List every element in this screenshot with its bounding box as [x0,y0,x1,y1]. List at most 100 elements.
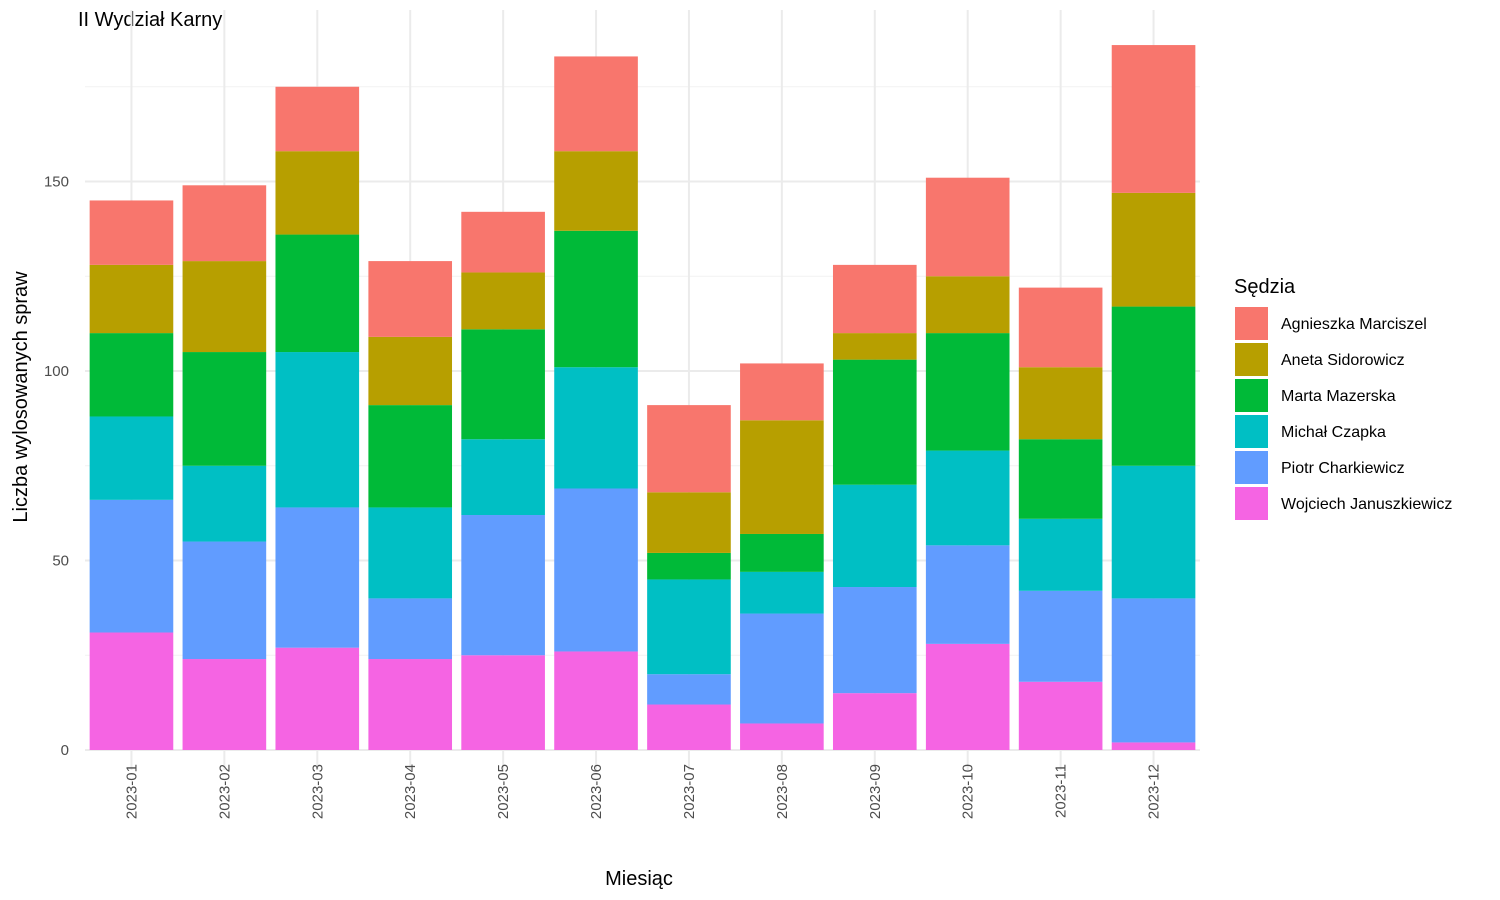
bar-segment [925,276,1010,334]
bar-segment [647,492,731,553]
bar-segment [1111,742,1196,750]
bar-segment [925,545,1010,644]
bar-segment [89,264,174,334]
bar-segment [554,488,638,652]
y-tick-label: 50 [52,553,69,570]
bar-segment [1111,598,1196,743]
legend-label: Aneta Sidorowicz [1281,352,1405,369]
bar-segment [832,359,917,485]
bar-segment [832,693,917,750]
bar-segment [1111,465,1196,599]
y-axis-ticks: 0 50 100 150 [44,174,69,760]
bar-segment [275,507,360,648]
legend-label: Marta Mazerska [1281,388,1396,405]
legend-swatch [1235,379,1268,412]
bar-segment [275,86,360,152]
x-tick-label: 2023-05 [495,764,512,819]
x-tick-label: 2023-08 [774,764,791,819]
bar-segment [461,515,545,656]
bar-segment [89,416,174,500]
bar-segment [89,200,174,265]
bar-segment [461,329,545,440]
y-tick-label: 100 [44,363,69,380]
bar-segment [182,659,267,750]
bar-segment [275,647,360,750]
bar-segment [1018,590,1103,682]
legend-label: Wojciech Januszkiewicz [1281,496,1452,513]
bar-segment [647,552,731,580]
bar-segment [925,333,1010,451]
bar-segment [1111,306,1196,466]
bar-segment [461,272,545,330]
bar-segment [1111,45,1196,193]
bar-segment [275,234,360,353]
bar-segment [554,367,638,489]
bar-segment [182,185,267,262]
bar-segment [1018,287,1103,368]
legend-label: Piotr Charkiewicz [1281,460,1405,477]
y-tick-label: 150 [44,174,69,191]
x-tick-label: 2023-03 [309,764,326,819]
bar-segment [554,151,638,231]
bar-segment [647,405,731,493]
bar-segment [461,655,545,750]
bar-segment [647,579,731,675]
bar-segment [182,261,267,353]
bar-segment [832,264,917,334]
y-axis-title: Liczba wylosowanych spraw [10,271,32,523]
bar-segment [275,352,360,508]
bar-segment [182,352,267,466]
legend-swatch [1235,415,1268,448]
x-tick-label: 2023-11 [1053,764,1070,818]
bar-segment [182,465,267,542]
x-axis-ticks: 2023-01 2023-02 2023-03 2023-04 2023-05 2023-… [123,764,1162,819]
x-tick-label: 2023-10 [960,764,977,819]
bar-segment [740,723,824,750]
bar-segment [368,336,453,406]
legend-swatch [1235,343,1268,376]
bar-segment [740,613,824,724]
bar-segment [368,261,453,337]
bar-segment [368,598,453,660]
y-tick-label: 0 [61,742,69,759]
x-tick-label: 2023-04 [402,764,419,819]
bar-segment [925,643,1010,750]
bar-segment [554,651,638,750]
legend: Sędzia Agnieszka Marciszel Aneta Sidorowi… [1234,276,1452,520]
bar-segment [740,571,824,614]
bar-segment [925,450,1010,546]
x-tick-label: 2023-09 [867,764,884,819]
bar-segment [89,499,174,633]
chart-title: II Wydział Karny [78,9,222,31]
bar-segment [554,56,638,152]
bar-segment [925,177,1010,277]
x-tick-label: 2023-12 [1146,764,1163,819]
bar-segment [554,230,638,368]
bar-segment [368,659,453,750]
bar-segment [461,439,545,516]
legend-title: Sędzia [1234,276,1296,298]
bar-segment [89,333,174,417]
bar-segment [647,674,731,705]
legend-label: Michał Czapka [1281,424,1386,441]
x-axis-title: Miesiąc [605,868,673,890]
bar-segment [1018,681,1103,750]
x-tick-label: 2023-02 [216,764,233,819]
bar-segment [1018,518,1103,591]
bar-segment [89,632,174,750]
bar-segment [275,151,360,235]
bar-segment [461,211,545,273]
x-tick-label: 2023-07 [681,764,698,819]
bar-segment [832,333,917,360]
bar-segment [740,420,824,534]
bar-segment [740,533,824,572]
bar-segment [1018,367,1103,440]
bar-segment [182,541,267,660]
legend-swatch [1235,307,1268,340]
x-tick-label: 2023-06 [588,764,605,819]
bars [89,45,1196,750]
bar-segment [368,405,453,508]
bar-segment [832,484,917,588]
x-tick-label: 2023-01 [123,764,140,819]
